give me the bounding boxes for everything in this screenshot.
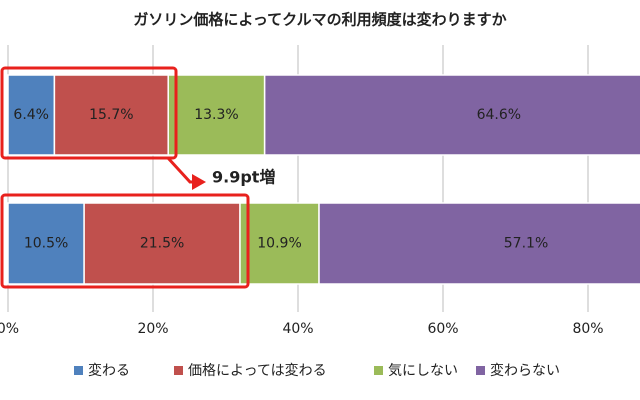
annotation: 9.9pt増 [212, 168, 275, 187]
bar-segment [7, 74, 56, 156]
bar-segment [53, 74, 169, 156]
x-tick-label: 40% [282, 321, 313, 337]
legend-swatch [476, 366, 485, 375]
x-tick-label: 60% [427, 321, 458, 337]
value-label: 6.4% [13, 107, 49, 123]
bar-segment [83, 202, 241, 285]
legend-swatch [174, 366, 183, 375]
value-label: 10.5% [24, 236, 68, 252]
bar-segment [318, 202, 640, 285]
value-label: 57.1% [504, 236, 548, 252]
x-tick-label: 0% [0, 321, 19, 337]
value-label: 13.3% [194, 107, 238, 123]
legend-swatch [374, 366, 383, 375]
chart-title: ガソリン価格によってクルマの利用頻度は変わりますか [133, 11, 506, 29]
legend-label: 気にしない [388, 363, 458, 379]
value-label: 15.7% [89, 107, 133, 123]
value-label: 64.6% [477, 107, 521, 123]
value-label: 21.5% [140, 236, 184, 252]
arrow-head [192, 174, 206, 190]
highlight-box [0, 193, 250, 289]
x-tick-label: 80% [572, 321, 603, 337]
x-tick-label: 20% [137, 321, 168, 337]
legend-swatch [74, 366, 83, 375]
bar-segment [263, 74, 640, 156]
value-label: 10.9% [257, 236, 301, 252]
highlight-box [0, 66, 178, 160]
legend-label: 変わらない [490, 362, 560, 379]
legend-label: 価格によっては変わる [188, 362, 327, 379]
legend-label: 変わる [88, 362, 130, 379]
bar-segment [167, 74, 266, 156]
